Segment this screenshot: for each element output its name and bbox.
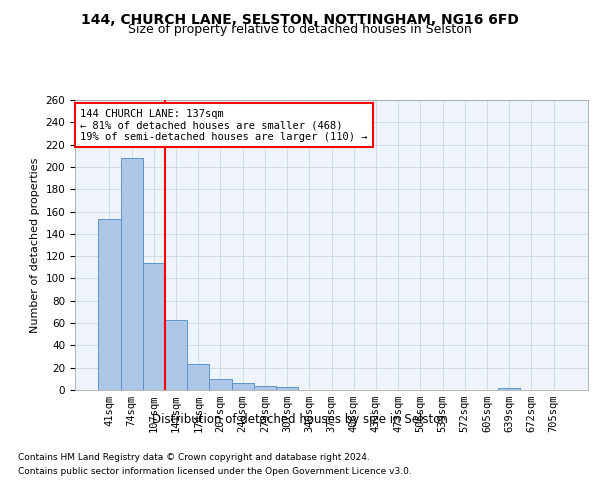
Bar — [276, 386, 298, 390]
Bar — [98, 220, 121, 390]
Bar — [187, 364, 209, 390]
Text: Contains HM Land Registry data © Crown copyright and database right 2024.: Contains HM Land Registry data © Crown c… — [18, 452, 370, 462]
Text: Distribution of detached houses by size in Selston: Distribution of detached houses by size … — [152, 412, 448, 426]
Bar — [232, 384, 254, 390]
Bar — [209, 379, 232, 390]
Text: 144, CHURCH LANE, SELSTON, NOTTINGHAM, NG16 6FD: 144, CHURCH LANE, SELSTON, NOTTINGHAM, N… — [81, 12, 519, 26]
Bar — [143, 263, 165, 390]
Bar — [165, 320, 187, 390]
Text: Contains public sector information licensed under the Open Government Licence v3: Contains public sector information licen… — [18, 468, 412, 476]
Bar — [254, 386, 276, 390]
Text: Size of property relative to detached houses in Selston: Size of property relative to detached ho… — [128, 22, 472, 36]
Bar — [121, 158, 143, 390]
Y-axis label: Number of detached properties: Number of detached properties — [30, 158, 40, 332]
Bar — [498, 388, 520, 390]
Text: 144 CHURCH LANE: 137sqm
← 81% of detached houses are smaller (468)
19% of semi-d: 144 CHURCH LANE: 137sqm ← 81% of detache… — [80, 108, 368, 142]
